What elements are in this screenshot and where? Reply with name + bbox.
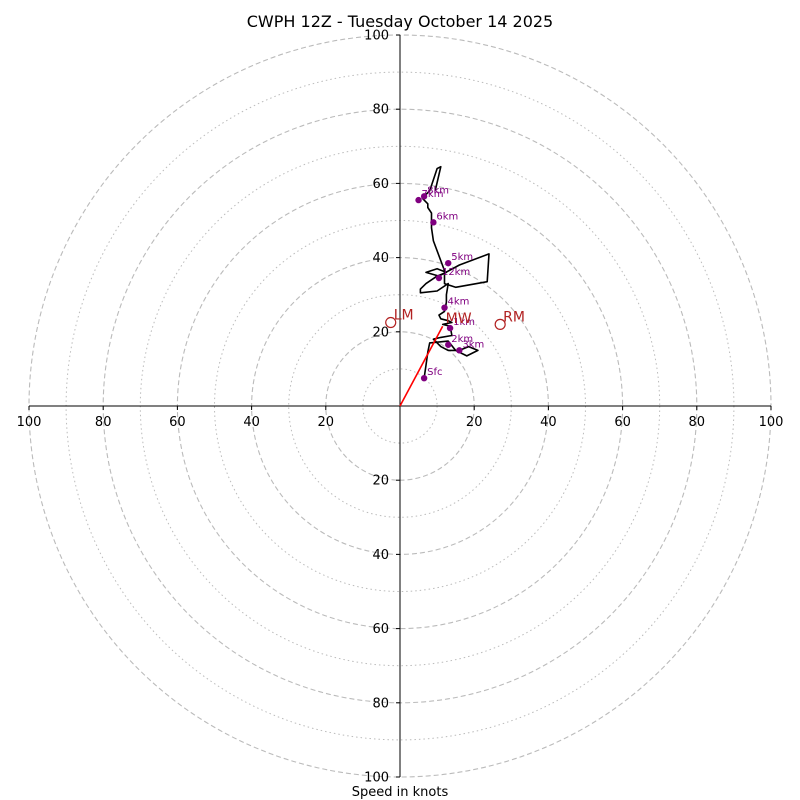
x-tick-label: 20 <box>318 415 335 430</box>
x-tick-label: 80 <box>95 415 112 430</box>
height-label: Sfc <box>427 367 442 378</box>
y-tick-label: 40 <box>372 251 389 266</box>
height-marker <box>445 341 452 348</box>
x-tick-label: 40 <box>540 415 557 430</box>
mean-wind-vector <box>399 325 444 407</box>
x-tick-label: 40 <box>243 415 260 430</box>
x-tick-label: 20 <box>466 415 483 430</box>
height-marker <box>435 274 443 282</box>
x-tick-label: 100 <box>17 415 42 430</box>
chart-title: CWPH 12Z - Tuesday October 14 2025 <box>247 12 553 31</box>
y-tick-label: 100 <box>364 29 389 44</box>
storm-motion-marker <box>385 316 397 329</box>
height-label: 8km <box>427 185 449 196</box>
storm-motion-label: MW <box>446 311 472 327</box>
x-tick-label: 100 <box>759 415 784 430</box>
height-marker <box>456 347 463 354</box>
x-tick-label: 60 <box>614 415 631 430</box>
x-tick-label: 60 <box>169 415 186 430</box>
y-tick-label: 80 <box>372 696 389 711</box>
storm-motion-marker <box>494 318 506 330</box>
height-label: 2km <box>451 334 473 345</box>
height-marker <box>415 196 422 204</box>
x-tick-label: 80 <box>689 415 706 430</box>
storm-motion-label: LM <box>394 308 414 324</box>
height-marker <box>441 304 448 311</box>
y-tick-label: 20 <box>372 325 389 340</box>
height-label: 7km <box>422 189 444 200</box>
x-axis-label: Speed in knots <box>352 785 449 800</box>
height-label: 5km <box>451 252 473 263</box>
height-label: 1km <box>453 317 475 328</box>
height-marker <box>446 324 454 332</box>
height-label: 12km <box>442 267 470 278</box>
y-tick-label: 20 <box>372 474 389 489</box>
height-marker <box>445 259 452 267</box>
tick-labels: 100 80 60 40 20 20 40 60 80 100 20 40 60 80 100 20 40 60 8… <box>17 29 784 786</box>
height-marker <box>420 374 428 382</box>
height-label: 6km <box>436 211 458 222</box>
hodograph-trace <box>419 165 490 379</box>
y-tick-label: 80 <box>372 103 389 118</box>
height-marker <box>430 219 437 226</box>
height-label: 4km <box>448 297 470 308</box>
y-tick-label: 60 <box>372 622 389 637</box>
y-tick-label: 40 <box>372 548 389 563</box>
height-label: 3km <box>462 339 484 350</box>
height-marker <box>420 193 428 200</box>
y-tick-label: 100 <box>364 771 389 786</box>
storm-motion-label: RM <box>503 309 525 325</box>
y-tick-label: 60 <box>372 177 389 192</box>
